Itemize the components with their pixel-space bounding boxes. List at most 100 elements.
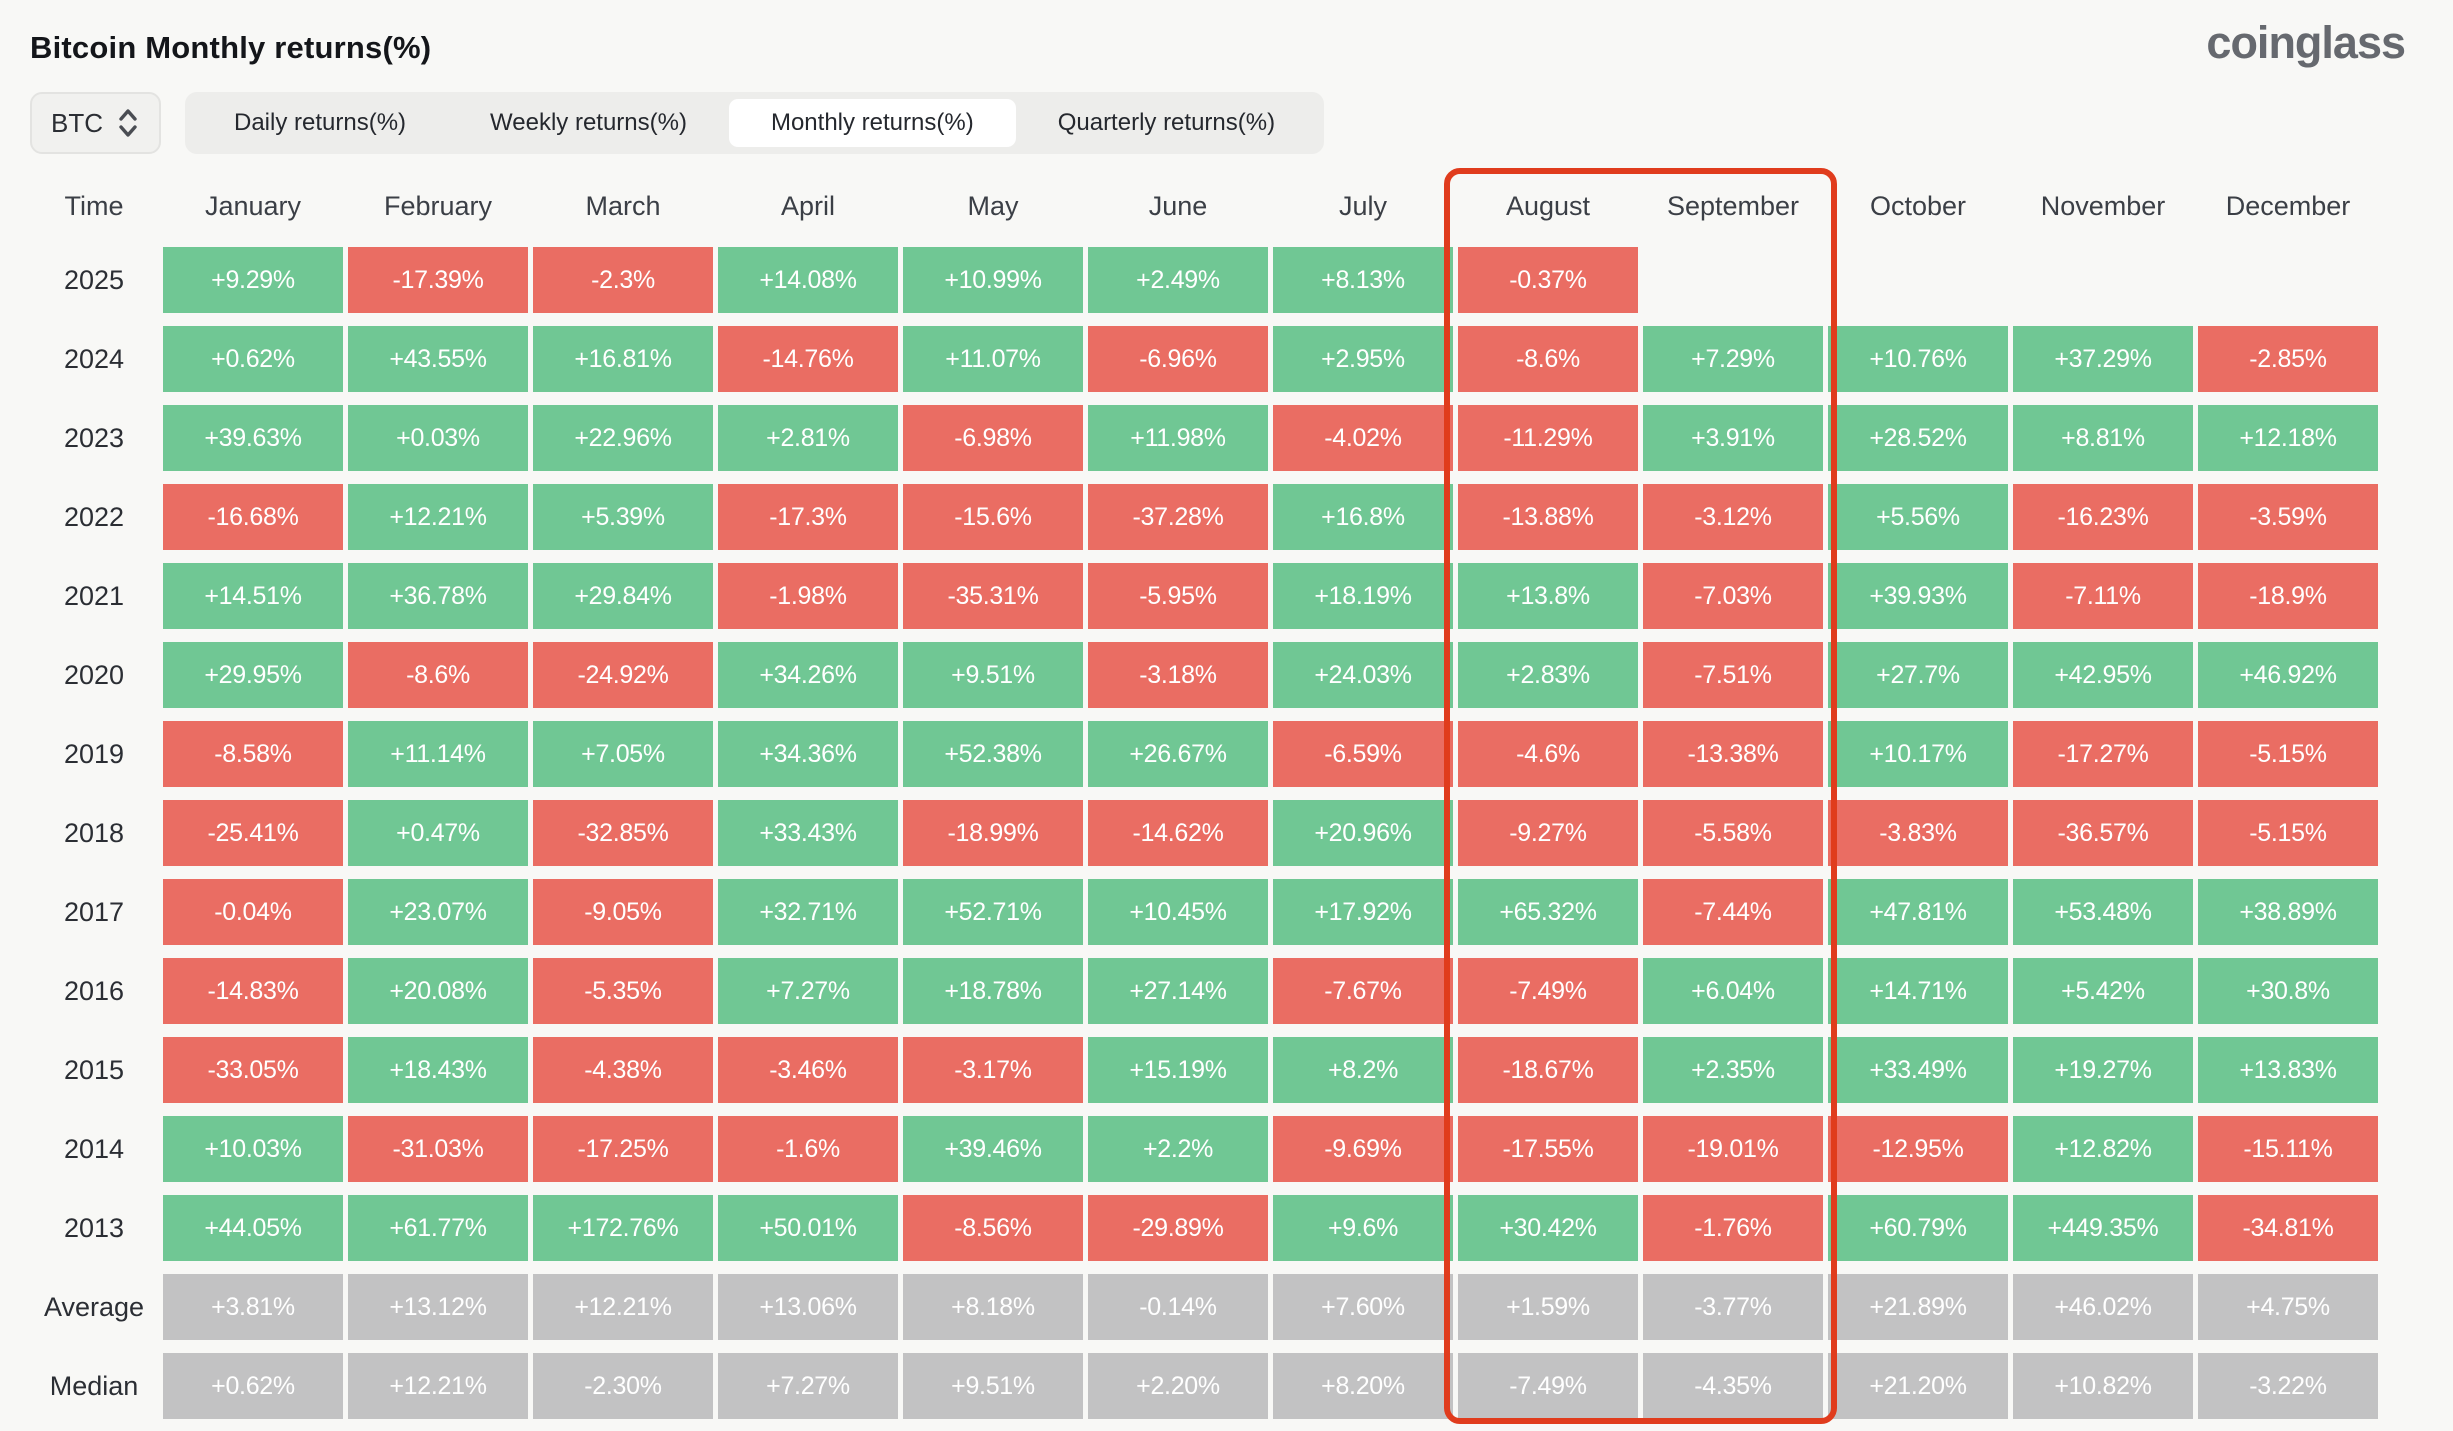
return-cell: +7.29% [1643, 326, 1823, 392]
return-cell: -15.11% [2198, 1116, 2378, 1182]
return-cell: +18.78% [903, 958, 1083, 1024]
return-cell: +11.98% [1088, 405, 1268, 471]
row-label-2017: 2017 [30, 879, 158, 945]
return-cell: -14.83% [163, 958, 343, 1024]
return-cell: +52.38% [903, 721, 1083, 787]
page-title: Bitcoin Monthly returns(%) [30, 30, 431, 66]
tab-monthly-returns[interactable]: Monthly returns(%) [729, 99, 1016, 147]
return-cell: +21.89% [1828, 1274, 2008, 1340]
row-label-2025: 2025 [30, 247, 158, 313]
return-cell: -3.59% [2198, 484, 2378, 550]
tab-weekly-returns[interactable]: Weekly returns(%) [448, 99, 729, 147]
return-cell: +29.95% [163, 642, 343, 708]
return-cell: -4.6% [1458, 721, 1638, 787]
return-cell: +12.82% [2013, 1116, 2193, 1182]
return-cell: -7.49% [1458, 1353, 1638, 1419]
row-label-2022: 2022 [30, 484, 158, 550]
symbol-select[interactable]: BTC [30, 92, 161, 154]
return-cell: +0.62% [163, 1353, 343, 1419]
return-cell: +10.03% [163, 1116, 343, 1182]
return-cell: -5.35% [533, 958, 713, 1024]
tab-quarterly-returns[interactable]: Quarterly returns(%) [1016, 99, 1317, 147]
return-cell: +42.95% [2013, 642, 2193, 708]
column-header-april: April [718, 178, 898, 234]
return-cell: +12.21% [348, 1353, 528, 1419]
return-cell: +13.06% [718, 1274, 898, 1340]
return-cell: +20.96% [1273, 800, 1453, 866]
row-label-median: Median [30, 1353, 158, 1419]
return-cell: -4.35% [1643, 1353, 1823, 1419]
returns-table: TimeJanuaryFebruaryMarchAprilMayJuneJuly… [30, 178, 2378, 1419]
return-cell: -33.05% [163, 1037, 343, 1103]
return-cell: -8.6% [348, 642, 528, 708]
return-cell: +3.91% [1643, 405, 1823, 471]
return-cell: +2.35% [1643, 1037, 1823, 1103]
return-cell: +26.67% [1088, 721, 1268, 787]
return-cell [2198, 247, 2378, 313]
return-cell: -0.37% [1458, 247, 1638, 313]
return-cell: +18.19% [1273, 563, 1453, 629]
return-cell: +14.08% [718, 247, 898, 313]
return-cell: +12.18% [2198, 405, 2378, 471]
return-cell: +13.8% [1458, 563, 1638, 629]
return-cell: -0.14% [1088, 1274, 1268, 1340]
return-cell: +23.07% [348, 879, 528, 945]
return-cell: -3.22% [2198, 1353, 2378, 1419]
return-cell: -35.31% [903, 563, 1083, 629]
return-cell: +16.81% [533, 326, 713, 392]
topbar: Bitcoin Monthly returns(%) coinglass [0, 0, 2453, 66]
return-cell: -7.67% [1273, 958, 1453, 1024]
return-cell: +8.18% [903, 1274, 1083, 1340]
column-header-time: Time [30, 178, 158, 234]
return-cell: +50.01% [718, 1195, 898, 1261]
return-cell: -7.51% [1643, 642, 1823, 708]
return-cell: +17.92% [1273, 879, 1453, 945]
column-header-september: September [1643, 178, 1823, 234]
return-cell: +39.63% [163, 405, 343, 471]
return-cell: +13.12% [348, 1274, 528, 1340]
return-cell: +34.36% [718, 721, 898, 787]
return-cell: +33.43% [718, 800, 898, 866]
return-cell: +47.81% [1828, 879, 2008, 945]
return-cell: +449.35% [2013, 1195, 2193, 1261]
return-cell: -13.88% [1458, 484, 1638, 550]
return-cell: -31.03% [348, 1116, 528, 1182]
return-cell: +7.27% [718, 1353, 898, 1419]
return-cell: +10.45% [1088, 879, 1268, 945]
return-cell: -9.69% [1273, 1116, 1453, 1182]
return-cell: -25.41% [163, 800, 343, 866]
controls-row: BTC Daily returns(%)Weekly returns(%)Mon… [30, 92, 2453, 154]
return-cell: +2.20% [1088, 1353, 1268, 1419]
return-cell: +27.7% [1828, 642, 2008, 708]
return-cell: -18.67% [1458, 1037, 1638, 1103]
return-cell: -5.15% [2198, 800, 2378, 866]
period-tabs: Daily returns(%)Weekly returns(%)Monthly… [185, 92, 1324, 154]
row-label-2013: 2013 [30, 1195, 158, 1261]
return-cell: -32.85% [533, 800, 713, 866]
return-cell: -4.02% [1273, 405, 1453, 471]
return-cell: +0.62% [163, 326, 343, 392]
return-cell: -18.9% [2198, 563, 2378, 629]
return-cell: +2.83% [1458, 642, 1638, 708]
row-label-2014: 2014 [30, 1116, 158, 1182]
return-cell: +0.47% [348, 800, 528, 866]
return-cell [1643, 247, 1823, 313]
return-cell: +29.84% [533, 563, 713, 629]
return-cell: -14.62% [1088, 800, 1268, 866]
return-cell: +5.39% [533, 484, 713, 550]
row-label-average: Average [30, 1274, 158, 1340]
return-cell: +34.26% [718, 642, 898, 708]
return-cell: -9.27% [1458, 800, 1638, 866]
return-cell: +65.32% [1458, 879, 1638, 945]
return-cell: +39.46% [903, 1116, 1083, 1182]
tab-daily-returns[interactable]: Daily returns(%) [192, 99, 448, 147]
row-label-2021: 2021 [30, 563, 158, 629]
return-cell: -36.57% [2013, 800, 2193, 866]
return-cell: -5.15% [2198, 721, 2378, 787]
return-cell: -2.30% [533, 1353, 713, 1419]
return-cell: -8.6% [1458, 326, 1638, 392]
row-label-2016: 2016 [30, 958, 158, 1024]
return-cell: -29.89% [1088, 1195, 1268, 1261]
return-cell: -3.46% [718, 1037, 898, 1103]
return-cell: -3.83% [1828, 800, 2008, 866]
